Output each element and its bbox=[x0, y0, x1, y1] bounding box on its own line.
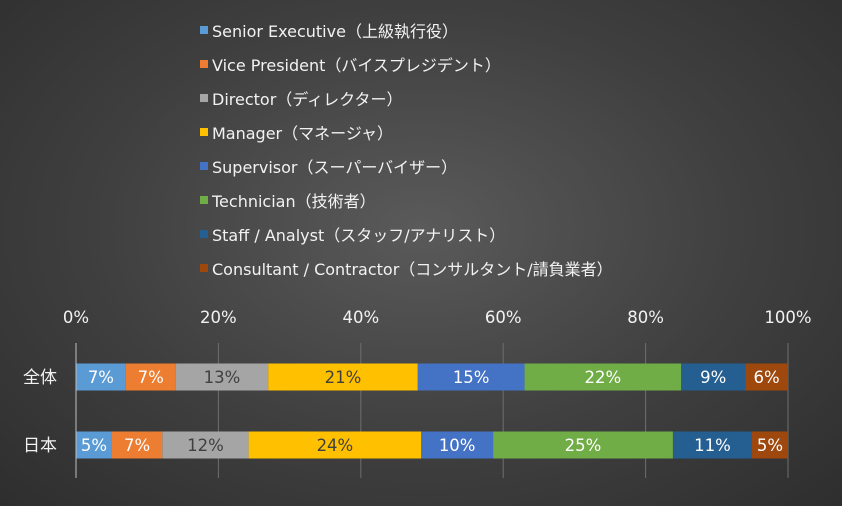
bar-segment bbox=[162, 431, 249, 459]
x-axis-ticks: 0% 20% 40% 60% 80% 100% bbox=[63, 308, 812, 327]
bar-segment bbox=[681, 363, 746, 391]
legend-swatch bbox=[200, 94, 208, 102]
legend-label: Senior Executive（上級執行役） bbox=[212, 22, 458, 41]
bar-data-label: 21% bbox=[325, 368, 362, 387]
bar-data-label: 5% bbox=[757, 436, 783, 455]
legend-label: Staff / Analyst（スタッフ/アナリスト） bbox=[212, 226, 505, 245]
bar-data-label: 7% bbox=[138, 368, 164, 387]
bar-segment bbox=[421, 431, 494, 459]
legend-swatch bbox=[200, 128, 208, 136]
bar-segment bbox=[125, 363, 176, 391]
bar-segment bbox=[76, 363, 126, 391]
legend-label: Consultant / Contractor（コンサルタント/請負業者） bbox=[212, 260, 613, 279]
x-tick-label: 80% bbox=[627, 308, 664, 327]
bar-segment bbox=[111, 431, 163, 459]
bar-segment bbox=[248, 431, 422, 459]
legend-label: Manager（マネージャ） bbox=[212, 124, 393, 143]
bar-segment bbox=[268, 363, 418, 391]
bar-data-label: 22% bbox=[585, 368, 622, 387]
bar-segment bbox=[672, 431, 753, 459]
y-category-label: 日本 bbox=[23, 436, 57, 456]
bar-segment bbox=[417, 363, 525, 391]
chart-legend: Senior Executive（上級執行役） Vice President（バイ… bbox=[200, 22, 613, 279]
bar-data-label: 12% bbox=[187, 436, 224, 455]
legend-swatch bbox=[200, 196, 208, 204]
bar-data-label: 6% bbox=[754, 368, 780, 387]
x-tick-label: 40% bbox=[342, 308, 379, 327]
legend-swatch bbox=[200, 230, 208, 238]
bar-data-label: 24% bbox=[317, 436, 354, 455]
bar-data-label: 15% bbox=[453, 368, 490, 387]
bar-data-label: 9% bbox=[700, 368, 726, 387]
legend-label: Director（ディレクター） bbox=[212, 90, 403, 109]
x-tick-label: 20% bbox=[200, 308, 237, 327]
bar-segment bbox=[524, 363, 682, 391]
bar-data-label: 10% bbox=[439, 436, 476, 455]
y-category-label: 全体 bbox=[23, 368, 57, 388]
legend-swatch bbox=[200, 26, 208, 34]
x-tick-label: 0% bbox=[63, 308, 89, 327]
bar-data-label: 25% bbox=[565, 436, 602, 455]
bar-segment bbox=[493, 431, 673, 459]
legend-swatch bbox=[200, 60, 208, 68]
legend-label: Supervisor（スーパーバイザー） bbox=[212, 158, 457, 177]
x-tick-label: 60% bbox=[485, 308, 522, 327]
bar-segment bbox=[745, 363, 788, 391]
bar-segment bbox=[752, 431, 788, 459]
bar-segment bbox=[175, 363, 269, 391]
x-tick-label: 100% bbox=[764, 308, 811, 327]
legend-swatch bbox=[200, 264, 208, 272]
bar-data-label: 5% bbox=[81, 436, 107, 455]
bar-data-label: 7% bbox=[124, 436, 150, 455]
legend-label: Technician（技術者） bbox=[211, 192, 376, 211]
bar-segment bbox=[76, 431, 112, 459]
chart-bars: 7% 7% 13% 21% 15% 22% 9% 6% 5% 7% 12% 24% 10% 25% 11% 5… bbox=[76, 363, 788, 459]
bar-data-label: 11% bbox=[694, 436, 731, 455]
legend-swatch bbox=[200, 162, 208, 170]
legend-label: Vice President（バイスプレジデント） bbox=[212, 56, 501, 75]
bar-data-label: 13% bbox=[204, 368, 241, 387]
bar-data-label: 7% bbox=[88, 368, 114, 387]
